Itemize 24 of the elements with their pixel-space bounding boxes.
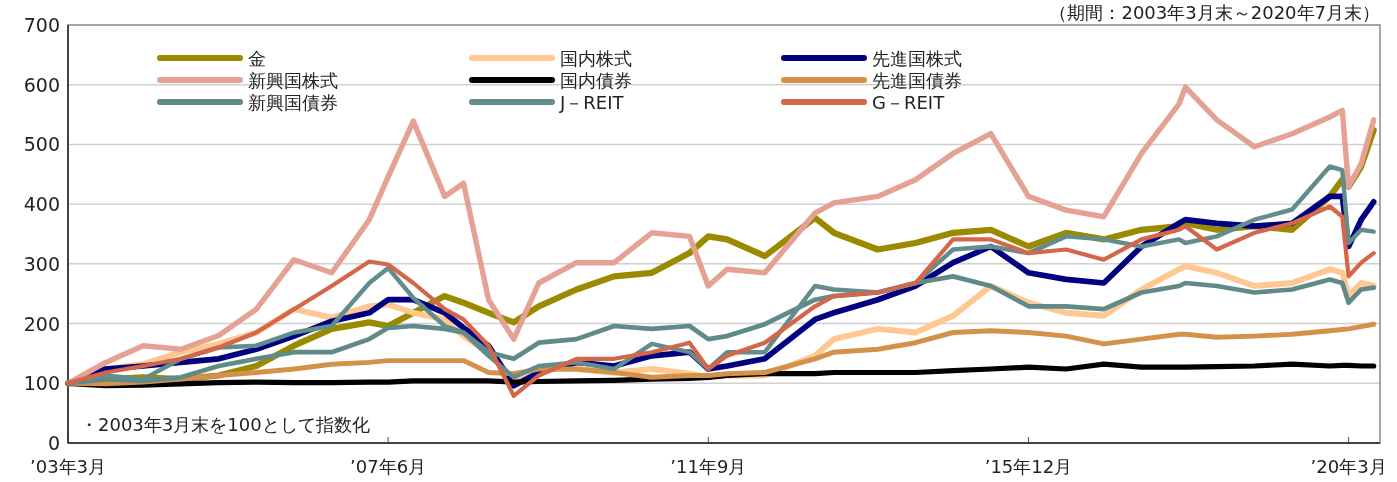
legend-label: 先進国債券	[872, 70, 962, 91]
y-tick-label: 500	[23, 133, 60, 156]
x-tick-label: ’11年9月	[670, 456, 747, 477]
y-tick-label: 700	[23, 14, 60, 36]
y-tick-label: 0	[47, 432, 60, 454]
legend-label: 新興国株式	[248, 70, 338, 91]
legend-label: 新興国債券	[248, 92, 338, 113]
x-tick-label: ’07年6月	[350, 456, 427, 477]
legend-label: J－REIT	[559, 92, 625, 113]
y-tick-label: 300	[23, 252, 60, 275]
y-tick-label: 100	[23, 372, 60, 395]
legend-label: 先進国株式	[872, 48, 962, 69]
legend-label: G－REIT	[872, 92, 946, 113]
annotation: ・2003年3月末を100として指数化	[80, 414, 370, 435]
x-tick-label: ’03年3月	[29, 456, 107, 477]
chart-subtitle: （期間：2003年3月末～2020年7月末）	[1049, 2, 1380, 23]
y-tick-label: 400	[23, 193, 60, 216]
legend-label: 国内株式	[560, 48, 632, 69]
y-tick-label: 200	[23, 312, 60, 335]
legend-label: 国内債券	[560, 70, 632, 91]
legend-label: 金	[248, 48, 266, 69]
x-tick-label: ’15年12月	[984, 456, 1073, 477]
x-tick-label: ’20年3月	[1310, 456, 1387, 477]
y-tick-label: 600	[23, 73, 60, 96]
